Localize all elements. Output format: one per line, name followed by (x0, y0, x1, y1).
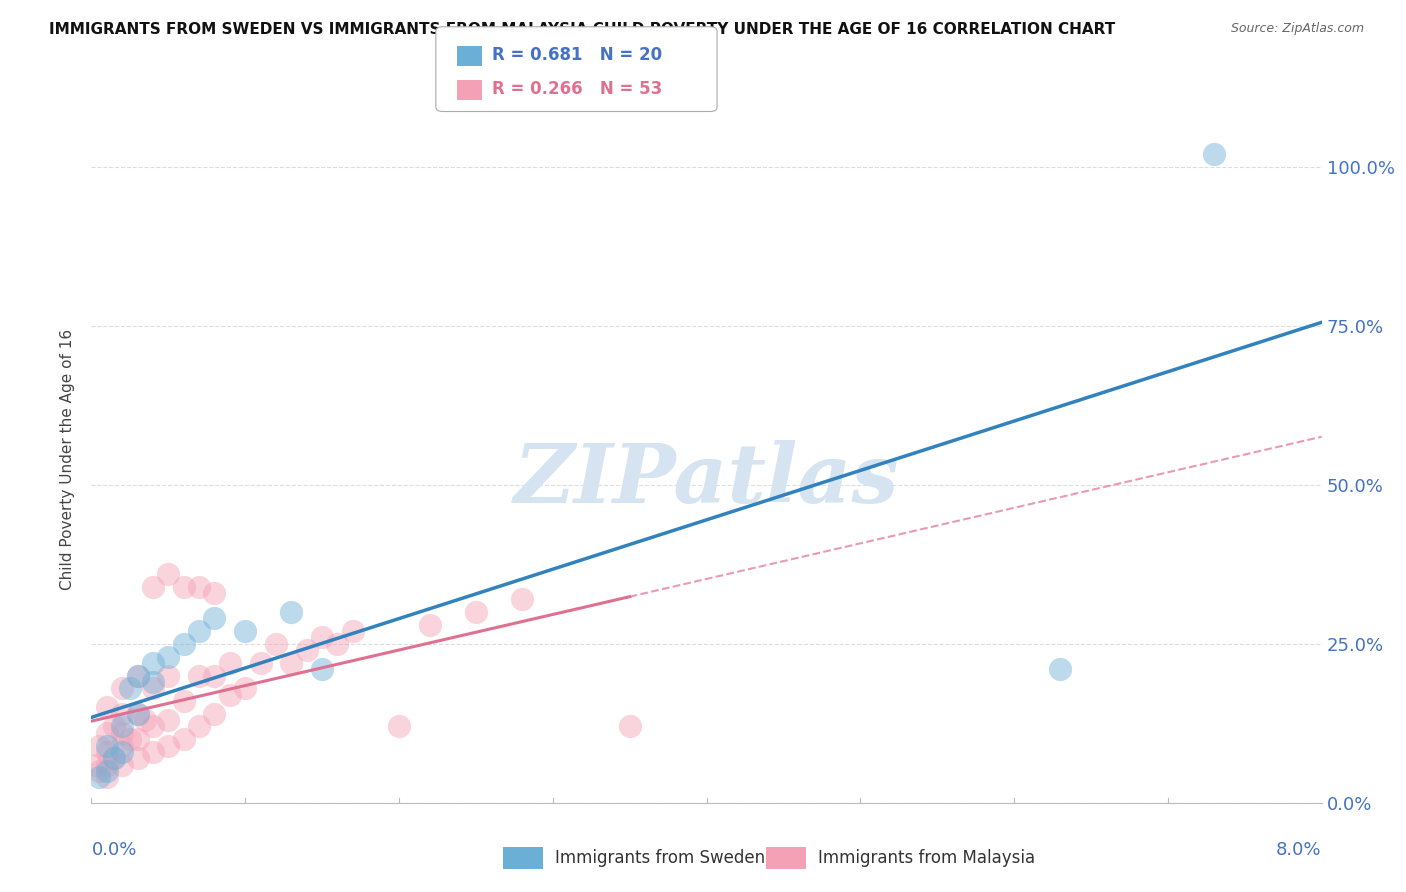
Point (118, 732, 141, 747)
Point (142, 580, 165, 594)
Point (111, 726, 134, 740)
Point (84, 757, 107, 772)
Point (188, 580, 211, 594)
Point (1049, 662, 1071, 676)
Point (233, 624, 256, 639)
Point (188, 624, 211, 639)
Point (127, 668, 149, 682)
Text: 0.0%: 0.0% (91, 840, 136, 859)
Point (249, 656, 271, 670)
Point (103, 719, 125, 733)
Y-axis label: Child Poverty Under the Age of 16: Child Poverty Under the Age of 16 (60, 329, 76, 590)
Point (118, 681, 141, 696)
Point (342, 624, 364, 639)
Point (96, 757, 118, 772)
Text: 8.0%: 8.0% (1277, 840, 1322, 859)
Point (157, 566, 180, 581)
Point (103, 751, 125, 765)
Text: Immigrants from Malaysia: Immigrants from Malaysia (818, 849, 1035, 867)
Point (173, 732, 195, 747)
Point (87, 764, 110, 778)
Text: R = 0.681   N = 20: R = 0.681 N = 20 (492, 46, 662, 64)
Point (111, 757, 134, 772)
Point (127, 706, 149, 721)
Text: Immigrants from Sweden: Immigrants from Sweden (555, 849, 765, 867)
Point (96, 745, 118, 759)
Point (173, 694, 195, 708)
Point (142, 681, 165, 696)
Point (157, 649, 180, 664)
Point (87, 770, 110, 784)
Point (510, 592, 533, 607)
Point (103, 751, 125, 765)
Point (96, 770, 118, 784)
Point (87, 739, 110, 753)
Point (419, 617, 441, 632)
Point (127, 732, 149, 747)
Point (134, 713, 156, 727)
Point (218, 688, 240, 702)
Text: R = 0.266   N = 53: R = 0.266 N = 53 (492, 80, 662, 98)
Point (264, 637, 287, 651)
Point (157, 713, 180, 727)
Point (280, 656, 302, 670)
Point (127, 751, 149, 765)
Point (142, 675, 165, 690)
Point (311, 631, 333, 645)
Point (111, 745, 134, 759)
Point (111, 706, 134, 721)
Point (142, 745, 165, 759)
Point (96, 739, 118, 753)
Point (157, 668, 180, 682)
Point (96, 764, 118, 778)
Point (142, 719, 165, 733)
Point (96, 726, 118, 740)
Point (280, 605, 302, 619)
Text: Source: ZipAtlas.com: Source: ZipAtlas.com (1230, 22, 1364, 36)
Point (295, 643, 318, 657)
Point (127, 706, 149, 721)
Point (202, 668, 225, 682)
Point (619, 719, 641, 733)
Point (326, 637, 349, 651)
Point (111, 739, 134, 753)
Point (233, 681, 256, 696)
Point (111, 719, 134, 733)
Text: IMMIGRANTS FROM SWEDEN VS IMMIGRANTS FROM MALAYSIA CHILD POVERTY UNDER THE AGE O: IMMIGRANTS FROM SWEDEN VS IMMIGRANTS FRO… (49, 22, 1115, 37)
Point (111, 681, 134, 696)
Point (188, 719, 211, 733)
Text: ZIPatlas: ZIPatlas (513, 440, 900, 520)
Point (96, 700, 118, 714)
Point (202, 611, 225, 625)
Point (218, 656, 240, 670)
Point (127, 668, 149, 682)
Point (388, 719, 411, 733)
Point (173, 637, 195, 651)
Point (157, 739, 180, 753)
Point (142, 656, 165, 670)
Point (188, 668, 211, 682)
Point (173, 580, 195, 594)
Point (464, 605, 486, 619)
Point (1202, 147, 1225, 161)
Point (202, 586, 225, 600)
Point (311, 662, 333, 676)
Point (202, 706, 225, 721)
